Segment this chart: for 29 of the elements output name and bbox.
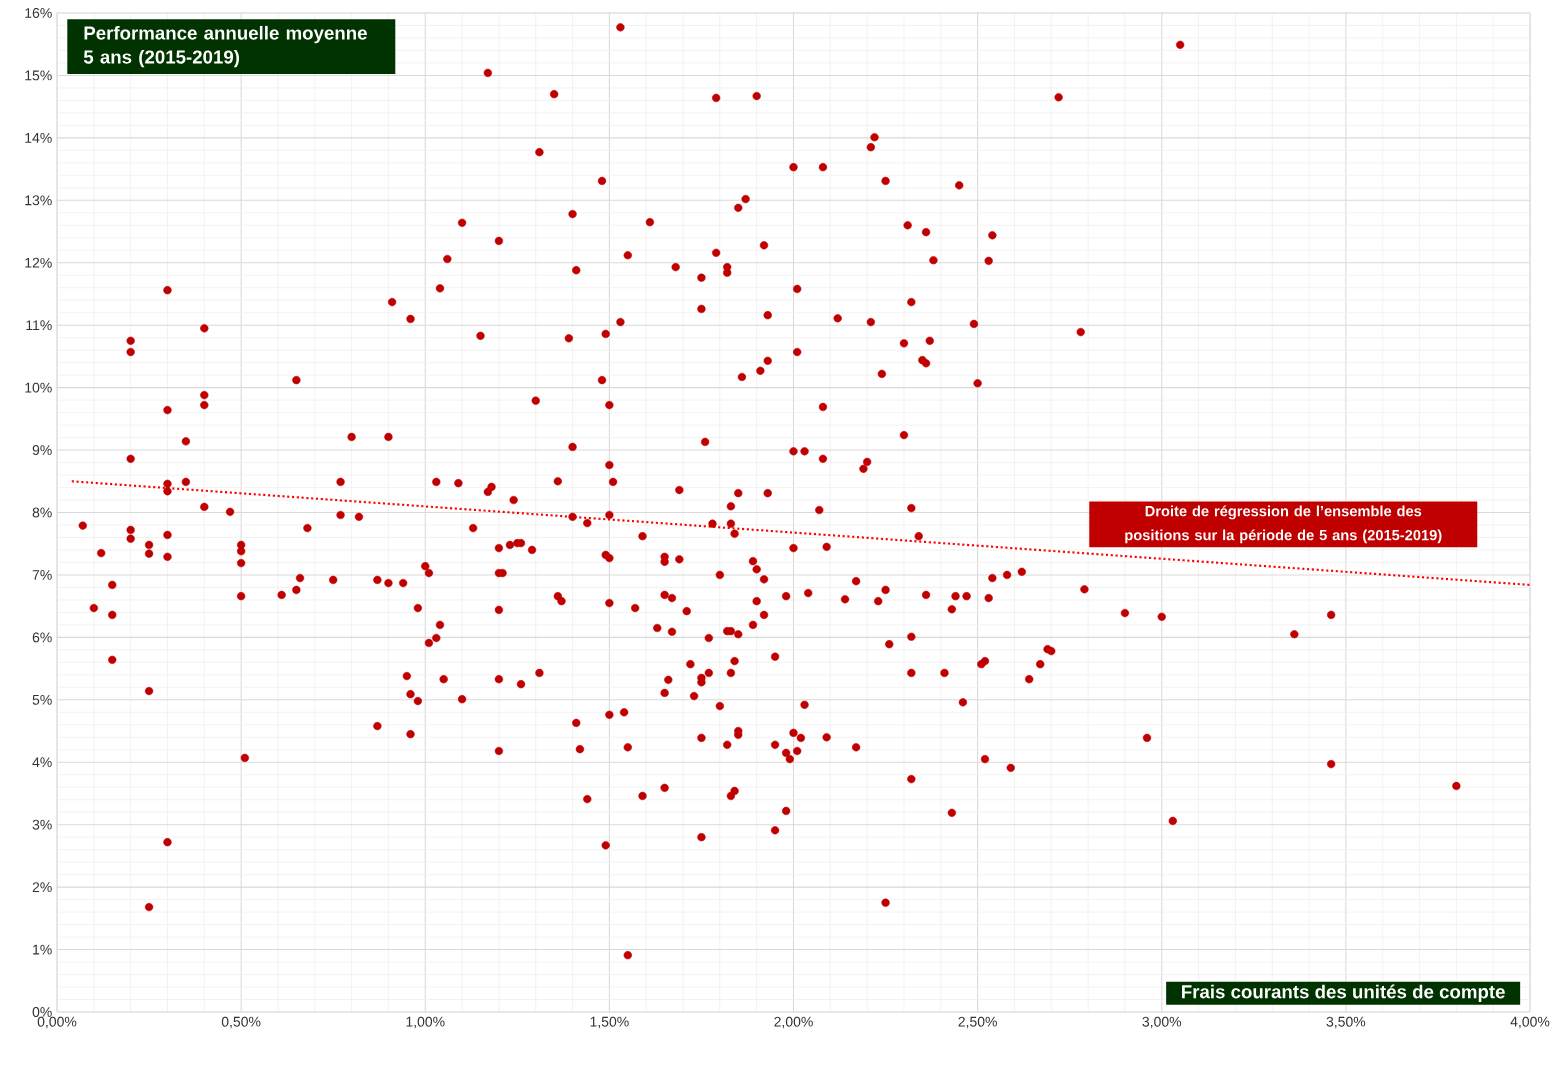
x-tick-label: 0,00% bbox=[37, 1016, 77, 1029]
y-tick-label: 16% bbox=[25, 8, 52, 18]
y-tick-label: 2% bbox=[32, 882, 52, 893]
y-tick-label: 7% bbox=[32, 570, 52, 580]
y-tick-label: 8% bbox=[32, 507, 52, 518]
y-tick-label: 12% bbox=[25, 257, 52, 268]
x-tick-label: 1,00% bbox=[406, 1016, 445, 1029]
y-tick-label: 4% bbox=[32, 757, 52, 768]
x-tick-label: 4,00% bbox=[1510, 1016, 1550, 1029]
y-tick-label: 11% bbox=[26, 320, 52, 331]
y-tick-label: 1% bbox=[33, 944, 52, 955]
y-tick-label: 13% bbox=[25, 195, 52, 206]
x-tick-label: 0,50% bbox=[221, 1016, 261, 1029]
y-tick-label: 9% bbox=[32, 445, 52, 456]
x-tick-label: 2,00% bbox=[774, 1016, 813, 1029]
x-tick-label: 3,00% bbox=[1142, 1016, 1182, 1029]
y-tick-label: 10% bbox=[25, 382, 52, 393]
y-tick-label: 3% bbox=[32, 819, 52, 830]
x-axis-title: Frais courants des unités de compte bbox=[1182, 984, 1505, 1003]
annotation: Droite de régression de l’ensemble des positions sur la période de 5 ans (2015-2019) bbox=[1125, 505, 1442, 544]
y-tick-label: 15% bbox=[25, 70, 52, 81]
x-tick-label: 3,50% bbox=[1326, 1016, 1366, 1029]
y-tick-label: 0% bbox=[32, 1007, 52, 1017]
y-tick-label: 5% bbox=[32, 694, 52, 705]
x-tick-label: 1,50% bbox=[590, 1016, 629, 1029]
text: Performance annuelle moyenne 5 ans (2015-2019) bbox=[83, 25, 367, 68]
x-tick-label: 2,50% bbox=[958, 1016, 997, 1029]
y-tick-label: 6% bbox=[32, 632, 52, 643]
y-tick-label: 14% bbox=[25, 132, 52, 143]
